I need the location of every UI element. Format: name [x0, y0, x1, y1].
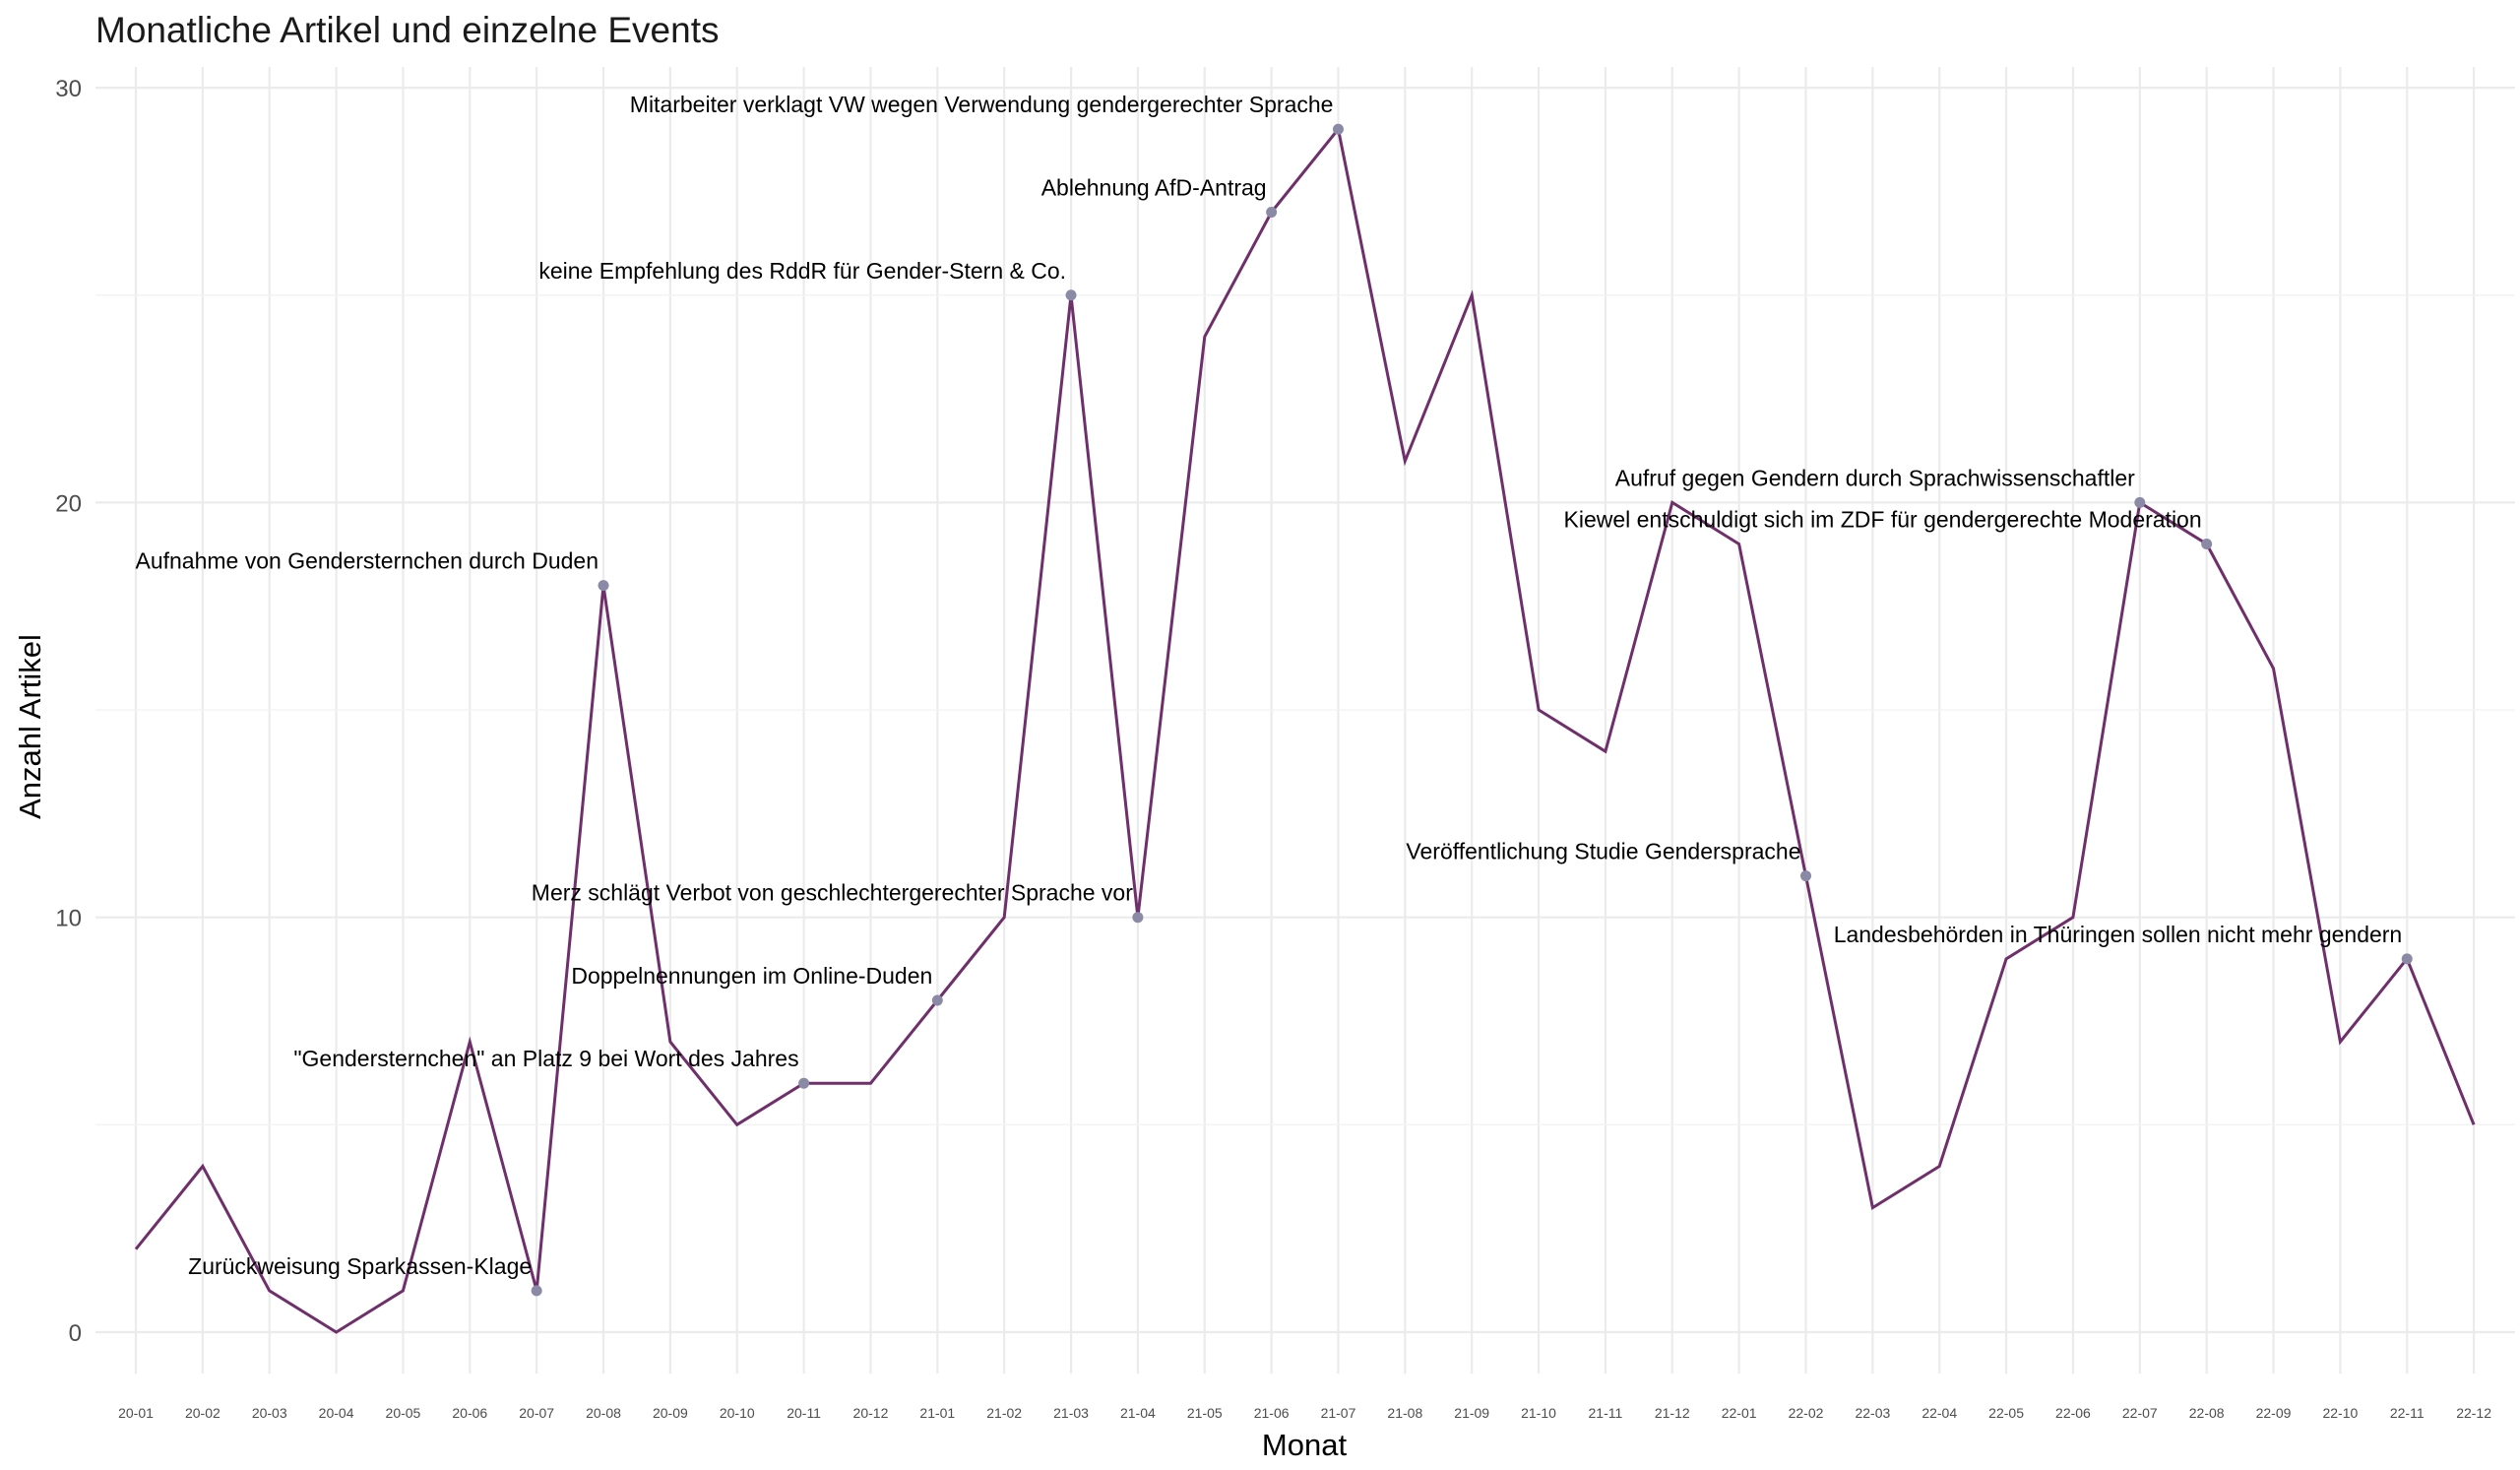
x-tick-label: 20-01 — [118, 1405, 154, 1421]
x-tick-label: 20-06 — [452, 1405, 487, 1421]
series-line — [134, 125, 2476, 1334]
event-annotation: Zurückweisung Sparkassen-Klage — [188, 1253, 532, 1279]
y-axis-title: Anzahl Artikel — [13, 634, 47, 819]
event-point — [2134, 496, 2146, 508]
event-annotations: Zurückweisung Sparkassen-Klage Aufnahme v… — [135, 92, 2402, 1279]
x-axis-title: Monat — [1262, 1428, 1348, 1462]
event-point — [1266, 206, 1278, 218]
x-tick-label: 22-04 — [1922, 1405, 1957, 1421]
x-tick-label: 20-02 — [185, 1405, 220, 1421]
x-tick-label: 21-03 — [1053, 1405, 1089, 1421]
x-tick-label: 20-10 — [720, 1405, 755, 1421]
event-point — [1332, 123, 1344, 135]
event-point — [2201, 539, 2213, 550]
x-axis-ticks: 20-01 20-02 20-03 20-04 20-05 20-06 20-07 20-08… — [118, 1405, 2491, 1421]
x-tick-label: 20-08 — [586, 1405, 621, 1421]
x-tick-label: 22-05 — [1988, 1405, 2024, 1421]
y-tick-label: 0 — [69, 1320, 82, 1347]
event-annotation: Mitarbeiter verklagt VW wegen Verwendung… — [630, 92, 1334, 117]
x-tick-label: 21-02 — [986, 1405, 1022, 1421]
x-tick-label: 21-09 — [1454, 1405, 1489, 1421]
x-tick-label: 22-11 — [2390, 1405, 2425, 1421]
x-tick-label: 21-12 — [1655, 1405, 1690, 1421]
x-tick-label: 21-07 — [1321, 1405, 1356, 1421]
x-tick-label: 22-12 — [2456, 1405, 2491, 1421]
grid-layer — [95, 67, 2515, 1374]
event-point — [2401, 953, 2413, 965]
x-tick-label: 20-11 — [787, 1405, 821, 1421]
x-tick-label: 21-01 — [919, 1405, 955, 1421]
x-tick-label: 21-06 — [1254, 1405, 1290, 1421]
y-tick-label: 20 — [55, 490, 82, 517]
event-point — [1800, 870, 1811, 882]
x-tick-label: 22-01 — [1722, 1405, 1757, 1421]
y-tick-label: 10 — [55, 906, 82, 932]
x-tick-label: 22-07 — [2122, 1405, 2158, 1421]
x-tick-label: 22-09 — [2256, 1405, 2292, 1421]
x-tick-label: 21-10 — [1521, 1405, 1556, 1421]
x-tick-label: 21-11 — [1589, 1405, 1623, 1421]
event-points — [531, 123, 2413, 1297]
event-annotation: Kiewel entschuldigt sich im ZDF für gend… — [1564, 507, 2202, 533]
x-tick-label: 22-03 — [1855, 1405, 1890, 1421]
x-tick-label: 20-04 — [319, 1405, 354, 1421]
x-tick-label: 21-05 — [1187, 1405, 1223, 1421]
event-annotation: Merz schlägt Verbot von geschlechtergere… — [532, 880, 1133, 906]
x-tick-label: 20-07 — [519, 1405, 554, 1421]
event-annotation: Landesbehörden in Thüringen sollen nicht… — [1834, 922, 2403, 947]
event-point — [531, 1285, 542, 1297]
event-annotation: Aufruf gegen Gendern durch Sprachwissens… — [1615, 465, 2135, 490]
x-tick-label: 22-08 — [2189, 1405, 2225, 1421]
x-tick-label: 22-06 — [2055, 1405, 2091, 1421]
x-tick-label: 21-04 — [1120, 1405, 1156, 1421]
event-annotation: Ablehnung AfD-Antrag — [1041, 174, 1267, 200]
event-annotation: Veröffentlichung Studie Gendersprache — [1406, 839, 1800, 864]
x-tick-label: 20-03 — [252, 1405, 287, 1421]
event-point — [1132, 912, 1144, 924]
chart-title: Monatliche Artikel und einzelne Events — [95, 10, 720, 50]
event-annotation: keine Empfehlung des RddR für Gender-Ste… — [538, 258, 1066, 284]
y-axis-ticks: 0 10 20 30 — [55, 76, 82, 1347]
event-point — [598, 580, 609, 592]
event-annotation: Aufnahme von Gendersternchen durch Duden — [135, 548, 598, 574]
y-tick-label: 30 — [55, 76, 82, 102]
event-point — [931, 994, 943, 1006]
x-tick-label: 20-12 — [853, 1405, 889, 1421]
event-point — [1065, 289, 1077, 301]
event-annotation: "Gendersternchen" an Platz 9 bei Wort de… — [293, 1046, 798, 1071]
x-tick-label: 20-05 — [386, 1405, 421, 1421]
event-annotation: Doppelnennungen im Online-Duden — [571, 963, 932, 989]
event-point — [798, 1077, 810, 1089]
x-tick-label: 22-10 — [2322, 1405, 2358, 1421]
x-tick-label: 20-09 — [653, 1405, 688, 1421]
x-tick-label: 22-02 — [1789, 1405, 1824, 1421]
x-tick-label: 21-08 — [1387, 1405, 1422, 1421]
